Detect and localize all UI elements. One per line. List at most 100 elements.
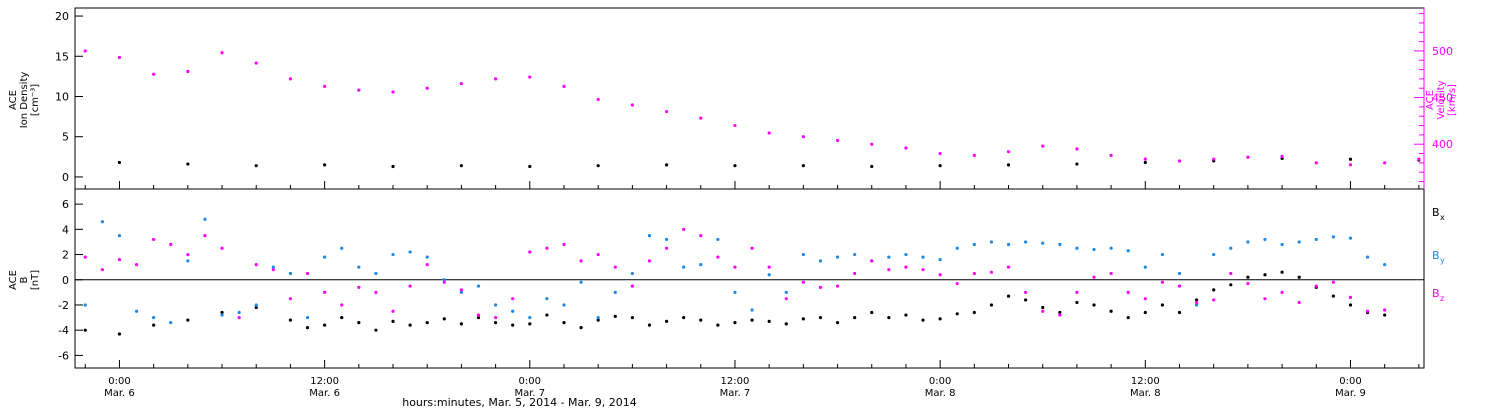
legend-entry-bz: B <box>1432 287 1440 300</box>
by-point <box>818 259 823 263</box>
date-tick-label: Mar. 8 <box>925 388 956 399</box>
by-point <box>1212 252 1216 257</box>
y-axis-label: B <box>19 276 30 283</box>
bz-point <box>664 246 669 250</box>
by-point <box>1092 247 1096 252</box>
bx-point <box>767 319 771 323</box>
ion-density-point <box>1143 160 1147 165</box>
b-field-tick-label: 0 <box>62 274 69 287</box>
velocity-point <box>254 61 258 65</box>
velocity-tick-label: 450 <box>1432 92 1453 105</box>
by-point <box>1229 246 1233 250</box>
bz-point <box>391 309 395 313</box>
bz-point <box>1383 308 1387 312</box>
time-tick-label: 12:00 <box>721 376 750 387</box>
by-point <box>545 297 549 301</box>
bz-point <box>323 290 327 294</box>
by-point <box>699 263 703 267</box>
by-point <box>1246 240 1250 244</box>
ion-density-point <box>254 164 258 168</box>
density-tick-label: 0 <box>62 171 69 184</box>
bx-point <box>801 317 805 321</box>
bx-point <box>870 310 874 315</box>
velocity-point <box>596 97 600 102</box>
bz-point <box>682 227 686 231</box>
time-tick-label: 0:00 <box>1339 376 1361 387</box>
bx-point <box>323 323 327 327</box>
by-point <box>733 290 737 294</box>
by-point <box>921 255 925 259</box>
bz-point <box>853 271 857 276</box>
velocity-point <box>1417 157 1421 161</box>
velocity-point <box>357 88 361 92</box>
bz-point <box>887 268 891 272</box>
bz-point <box>134 263 139 267</box>
by-point <box>271 265 275 269</box>
bz-point <box>1314 284 1318 288</box>
b-field-tick-label: -2 <box>58 299 69 312</box>
bx-point <box>1348 303 1353 307</box>
bx-point <box>1058 310 1062 315</box>
ion-density-point <box>528 164 532 169</box>
by-point <box>1195 303 1199 307</box>
bz-point <box>630 284 634 288</box>
bz-point <box>1160 280 1165 284</box>
bx-point <box>83 328 87 332</box>
date-tick-label: Mar. 8 <box>1130 388 1161 399</box>
by-point <box>750 308 754 312</box>
velocity-point <box>870 142 874 146</box>
ion-density-point <box>870 164 874 169</box>
bx-point <box>579 326 583 330</box>
by-point <box>117 234 122 238</box>
by-point <box>1297 240 1301 244</box>
bz-point <box>562 242 566 247</box>
by-point <box>408 250 412 254</box>
ion-density-point <box>596 164 600 168</box>
velocity-point <box>1348 163 1353 167</box>
legend-subscript-x: x <box>1440 213 1445 222</box>
density-tick-label: 15 <box>55 50 69 63</box>
by-point <box>1314 237 1318 242</box>
bz-point <box>1075 290 1079 294</box>
b-field-tick-label: 4 <box>62 223 69 236</box>
by-point <box>989 240 994 244</box>
bx-point <box>921 318 925 322</box>
bz-point <box>613 265 617 269</box>
bx-point <box>613 314 617 318</box>
bz-point <box>767 265 771 269</box>
bz-point <box>203 234 207 238</box>
legend-subscript-y: y <box>1440 256 1445 265</box>
bz-point <box>870 259 874 263</box>
velocity-point <box>904 146 908 150</box>
legend-entry-by: B <box>1432 249 1440 262</box>
date-tick-label: Mar. 9 <box>1335 388 1366 399</box>
bz-point <box>237 315 241 320</box>
bz-point <box>1109 271 1113 276</box>
velocity-point <box>391 90 395 94</box>
bx-point <box>305 326 310 330</box>
bx-point <box>1143 310 1147 315</box>
by-point <box>1126 249 1130 253</box>
time-tick-label: 12:00 <box>1131 376 1160 387</box>
bx-point <box>1229 283 1233 287</box>
bz-point <box>425 263 429 267</box>
velocity-point <box>1280 154 1284 158</box>
bz-point <box>1058 313 1062 317</box>
by-point <box>801 252 805 257</box>
bz-point <box>305 271 310 276</box>
bz-point <box>459 288 464 292</box>
bz-point <box>442 280 446 284</box>
velocity-point <box>83 49 87 53</box>
by-point <box>1143 265 1147 269</box>
bx-point <box>442 317 446 321</box>
by-point <box>323 255 327 259</box>
velocity-point <box>938 151 942 156</box>
by-point <box>904 252 908 257</box>
bx-point <box>1109 309 1113 313</box>
bz-point <box>408 284 412 288</box>
time-tick-label: 12:00 <box>310 376 339 387</box>
velocity-tick-label: 500 <box>1432 45 1453 58</box>
bz-point <box>835 284 840 288</box>
by-point <box>152 315 156 320</box>
b-field-tick-label: 6 <box>62 198 69 211</box>
